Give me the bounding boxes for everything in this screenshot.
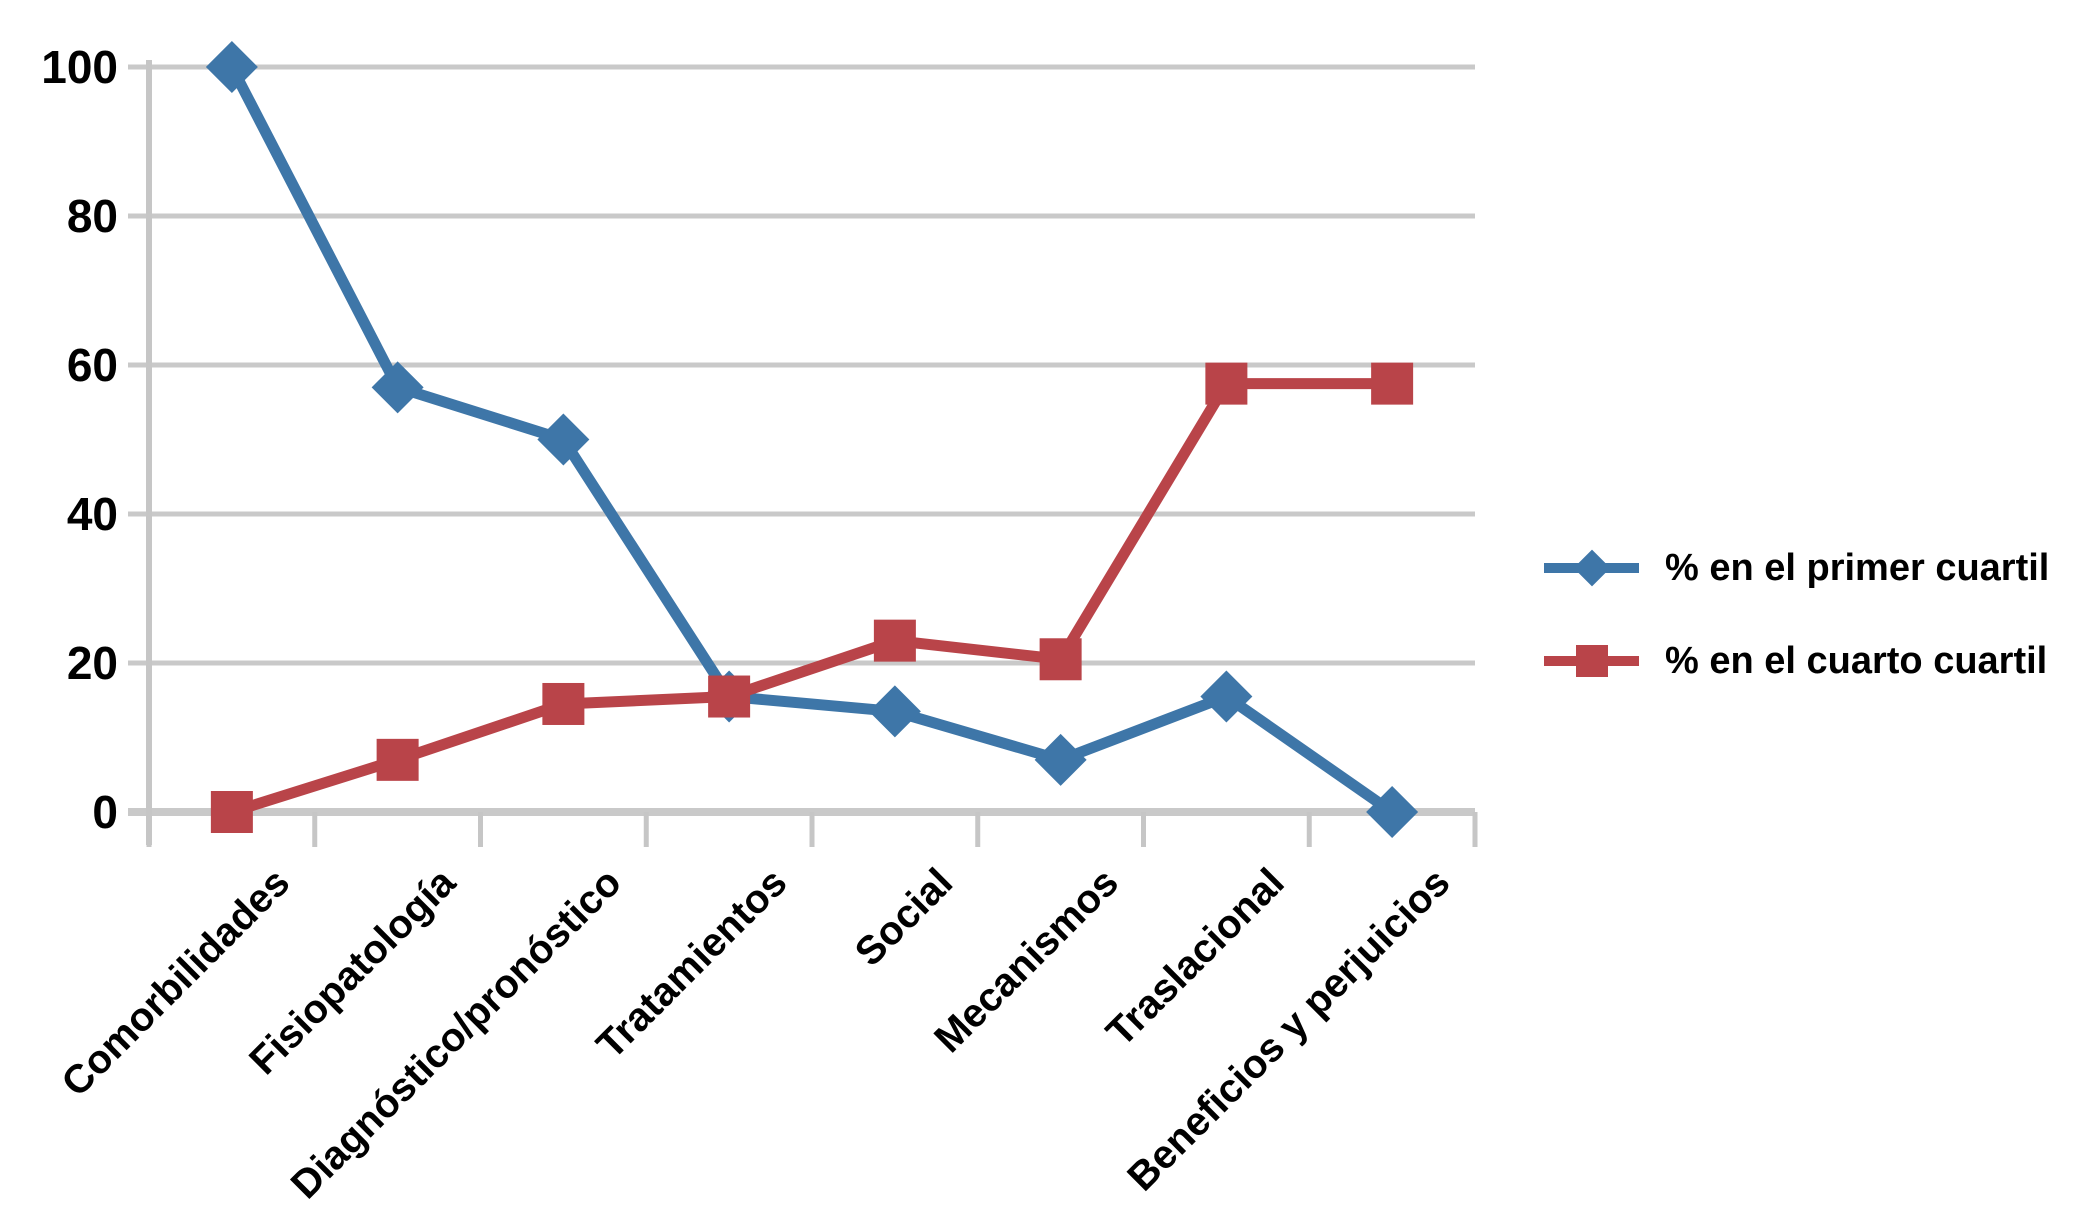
y-axis-label-0: 0 bbox=[92, 786, 118, 838]
data-point-diamond-0 bbox=[205, 41, 258, 93]
data-point-square-7 bbox=[1371, 362, 1414, 405]
legend-item-cuarto-cuartil: % en el cuarto cuartil bbox=[1544, 638, 2049, 684]
legend: % en el primer cuartil % en el cuarto cu… bbox=[1544, 545, 2049, 684]
x-axis-label-beneficios-y-perjuicios: Beneficios y perjuicios bbox=[1119, 860, 1458, 1199]
data-point-diamond-6 bbox=[1200, 670, 1253, 723]
data-point-diamond-1 bbox=[371, 361, 424, 414]
diamond-marker-icon bbox=[1573, 549, 1610, 587]
legend-key-line-red bbox=[1544, 645, 1639, 677]
data-point-square-3 bbox=[708, 675, 751, 718]
series-line-cuarto-cuartil bbox=[226, 378, 1398, 818]
series-line-primer-cuartil bbox=[226, 61, 1398, 818]
data-point-square-5 bbox=[1039, 638, 1082, 681]
legend-label-primer-cuartil: % en el primer cuartil bbox=[1665, 546, 2050, 589]
legend-item-primer-cuartil: % en el primer cuartil bbox=[1544, 545, 2049, 591]
legend-label-cuarto-cuartil: % en el cuarto cuartil bbox=[1665, 639, 2048, 682]
data-point-square-0 bbox=[210, 791, 253, 833]
y-axis-label-100: 100 bbox=[41, 41, 118, 93]
data-point-diamond-7 bbox=[1366, 786, 1419, 838]
y-axis-label-80: 80 bbox=[67, 190, 118, 242]
square-marker-icon bbox=[1575, 645, 1608, 677]
data-point-diamond-5 bbox=[1034, 733, 1087, 786]
y-axis-label-20: 20 bbox=[67, 637, 118, 689]
data-point-square-6 bbox=[1205, 362, 1248, 405]
data-point-square-1 bbox=[376, 738, 419, 781]
y-axis-label-60: 60 bbox=[67, 339, 118, 391]
y-axis-label-40: 40 bbox=[67, 488, 118, 540]
data-point-diamond-2 bbox=[537, 413, 590, 466]
x-axis-label-diagn-stico-pron-stico: Diagnóstico/pronóstico bbox=[283, 860, 630, 1207]
data-point-square-4 bbox=[873, 619, 916, 662]
x-axis-label-social: Social bbox=[847, 860, 961, 974]
data-point-diamond-4 bbox=[868, 685, 921, 738]
data-point-square-2 bbox=[542, 682, 585, 725]
legend-key-line-blue bbox=[1544, 549, 1639, 587]
